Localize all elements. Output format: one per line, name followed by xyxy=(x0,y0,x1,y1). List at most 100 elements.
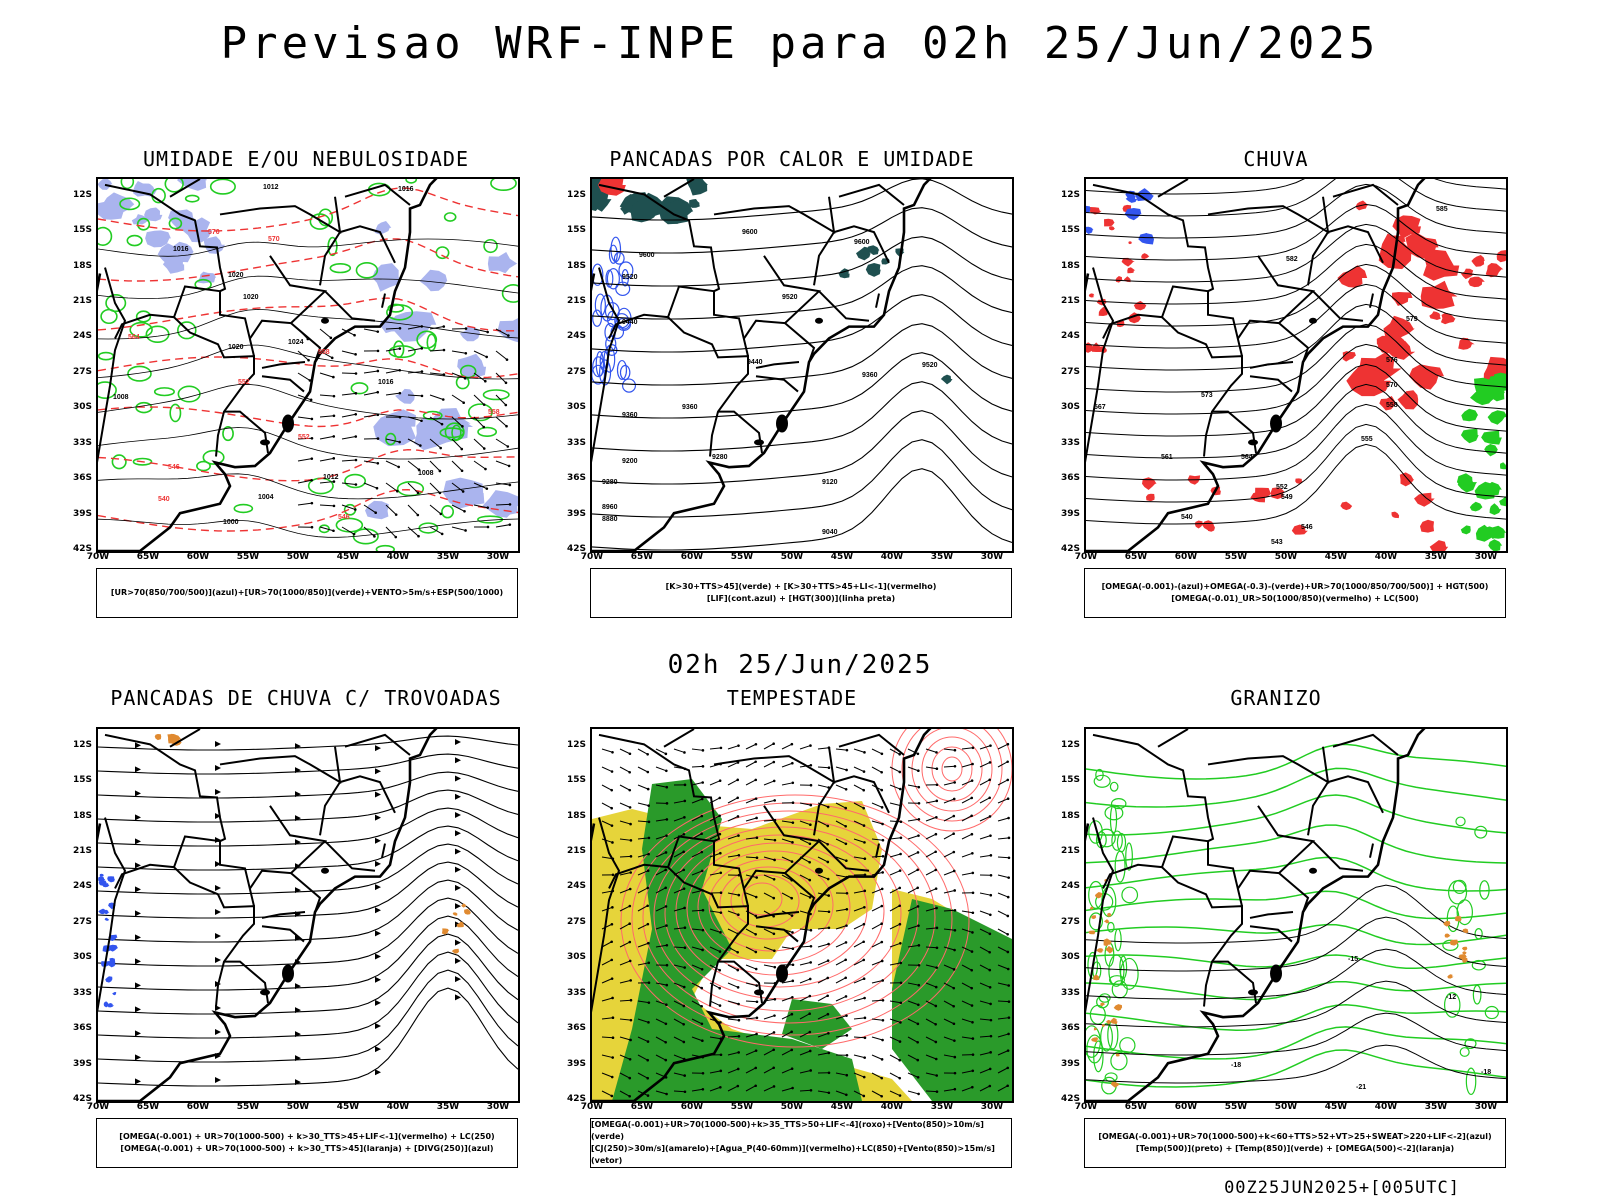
wind-vector xyxy=(979,854,991,858)
border-line xyxy=(592,817,621,1013)
thickness-contour xyxy=(98,488,518,532)
streamline-arrow xyxy=(215,909,221,916)
vector-head xyxy=(772,896,776,900)
wind-vector xyxy=(763,1067,774,1074)
vector-head xyxy=(970,832,974,836)
wind-vector xyxy=(817,1052,829,1056)
vector-head xyxy=(646,922,650,926)
vector-head xyxy=(719,746,723,750)
lat-tick-label: 42S xyxy=(566,1094,586,1104)
vector-head xyxy=(463,509,466,513)
vector-head xyxy=(845,891,849,895)
border-line xyxy=(381,843,386,858)
vector-head xyxy=(755,876,759,879)
vector-head xyxy=(880,922,883,926)
border-line xyxy=(663,729,695,748)
omega-orange-area xyxy=(1101,1024,1106,1028)
lat-tick-label: 18S xyxy=(566,810,586,821)
vector-head xyxy=(863,905,866,909)
vector-head xyxy=(917,924,920,927)
map-granizo: -15 -18 -18 -12 -21 xyxy=(1084,727,1508,1103)
vector-head xyxy=(420,370,424,373)
border-line xyxy=(1092,733,1243,907)
wind-vector xyxy=(727,964,738,971)
vector-head xyxy=(700,814,704,818)
vector-head xyxy=(701,928,705,932)
contour-label: 576 xyxy=(1386,357,1398,364)
wind-vector xyxy=(319,457,334,462)
temp-850-contour xyxy=(1096,995,1110,1009)
vector-head xyxy=(934,887,938,890)
temp-850-contour xyxy=(1464,1038,1477,1050)
wind-vector xyxy=(889,837,901,840)
temp-850-contour xyxy=(1119,955,1128,980)
vector-head xyxy=(934,868,938,872)
streamline-arrow xyxy=(295,935,301,942)
wind-vector xyxy=(655,869,666,876)
lon-tick-label: 40W xyxy=(880,552,904,562)
lon-tick-label: 70W xyxy=(86,552,110,562)
pressure-isobar xyxy=(98,518,518,538)
humidity-green-contour xyxy=(388,345,416,359)
vector-head xyxy=(880,1076,884,1080)
wind-vector xyxy=(871,1036,883,1041)
rain-green-area xyxy=(1460,428,1479,444)
vector-head xyxy=(438,491,442,495)
wind-vector xyxy=(853,1054,865,1059)
vector-head xyxy=(862,977,866,980)
divergence-blue-area xyxy=(103,909,110,915)
lc-red-contour xyxy=(941,756,963,782)
vector-head xyxy=(376,461,380,465)
vector-head xyxy=(718,1004,722,1007)
pressure-isobar xyxy=(98,427,518,460)
vector-head xyxy=(916,1058,920,1062)
wind-vector xyxy=(619,941,631,948)
rain-green-area xyxy=(1489,503,1502,515)
wind-vector xyxy=(961,1000,973,1006)
vector-head xyxy=(863,1036,867,1040)
rain-red-area xyxy=(1207,525,1216,532)
omega-orange-area xyxy=(1091,1037,1099,1043)
wind-vector xyxy=(429,438,442,449)
vector-head xyxy=(398,347,402,350)
rain-green-area xyxy=(1481,430,1502,445)
vector-head xyxy=(461,490,465,493)
lifted-index-contour xyxy=(613,251,625,265)
vector-head xyxy=(628,904,632,908)
vector-head xyxy=(376,437,380,440)
streamline-arrow xyxy=(375,1046,381,1053)
height-500-contour xyxy=(1086,323,1506,393)
border-line xyxy=(261,375,305,393)
humidity-green-contour xyxy=(329,263,352,274)
wind-vector xyxy=(997,761,1008,768)
wind-vector xyxy=(943,748,955,751)
vector-head xyxy=(718,832,722,836)
lake xyxy=(321,867,329,874)
lat-tick-label: 42S xyxy=(72,544,92,554)
wind-vector xyxy=(407,526,419,537)
height-500-contour xyxy=(1086,403,1506,481)
wind-vector xyxy=(341,436,356,440)
border-line xyxy=(1278,322,1310,363)
omega-orange-area xyxy=(1115,1053,1120,1057)
lon-tick-label: 30W xyxy=(486,1102,510,1112)
border-line xyxy=(319,781,341,836)
vector-head xyxy=(647,1001,651,1004)
wind-vector xyxy=(451,460,463,472)
humidity-green-contour xyxy=(132,457,153,466)
wind-vector xyxy=(473,460,486,470)
vector-head xyxy=(791,821,795,824)
vector-head xyxy=(791,1086,794,1090)
vector-head xyxy=(754,967,758,971)
wind-vector xyxy=(889,923,901,930)
vector-head xyxy=(917,785,921,789)
vector-head xyxy=(719,1085,722,1089)
vector-head xyxy=(464,327,468,330)
lon-tick-label: 70W xyxy=(580,552,604,562)
wind-vector xyxy=(799,892,811,898)
wind-vector xyxy=(601,802,612,809)
legend-line: [OMEGA(-0.001)-(azul)+OMEGA(-0.3)-(verde… xyxy=(1101,582,1489,591)
wind-vector xyxy=(997,1067,1008,1074)
vector-head xyxy=(772,760,776,764)
vector-head xyxy=(862,958,866,962)
